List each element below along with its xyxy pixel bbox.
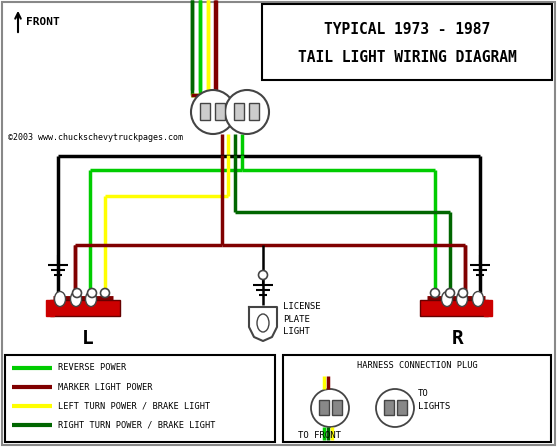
FancyBboxPatch shape: [397, 400, 407, 414]
Text: L: L: [82, 329, 94, 347]
Circle shape: [100, 288, 110, 298]
Ellipse shape: [86, 291, 96, 307]
FancyBboxPatch shape: [50, 300, 120, 316]
Text: RIGHT TURN POWER / BRAKE LIGHT: RIGHT TURN POWER / BRAKE LIGHT: [58, 421, 216, 430]
FancyBboxPatch shape: [214, 102, 224, 119]
Text: ©2003 www.chuckschevytruckpages.com: ©2003 www.chuckschevytruckpages.com: [8, 134, 183, 143]
FancyBboxPatch shape: [420, 300, 488, 316]
FancyBboxPatch shape: [5, 355, 275, 442]
Text: R: R: [452, 329, 464, 347]
Text: TO FRONT: TO FRONT: [298, 431, 341, 440]
Text: HARNESS CONNECTION PLUG: HARNESS CONNECTION PLUG: [356, 362, 477, 371]
Text: LEFT TURN POWER / BRAKE LIGHT: LEFT TURN POWER / BRAKE LIGHT: [58, 401, 210, 410]
FancyBboxPatch shape: [233, 102, 243, 119]
FancyBboxPatch shape: [331, 400, 341, 414]
Text: MARKER LIGHT POWER: MARKER LIGHT POWER: [58, 383, 153, 392]
FancyBboxPatch shape: [248, 102, 258, 119]
Polygon shape: [46, 300, 54, 316]
Circle shape: [87, 288, 96, 298]
Circle shape: [431, 288, 439, 298]
FancyBboxPatch shape: [319, 400, 329, 414]
Text: TYPICAL 1973 - 1987: TYPICAL 1973 - 1987: [324, 22, 490, 38]
FancyBboxPatch shape: [283, 355, 551, 442]
Ellipse shape: [472, 291, 483, 307]
Circle shape: [258, 270, 267, 279]
Circle shape: [72, 288, 81, 298]
Text: TAIL LIGHT WIRING DIAGRAM: TAIL LIGHT WIRING DIAGRAM: [297, 51, 516, 66]
Circle shape: [458, 288, 467, 298]
Ellipse shape: [55, 291, 66, 307]
Text: LICENSE
PLATE
LIGHT: LICENSE PLATE LIGHT: [283, 302, 321, 336]
Ellipse shape: [257, 314, 269, 332]
Circle shape: [311, 389, 349, 427]
Text: FRONT: FRONT: [26, 17, 60, 27]
Text: REVERSE POWER: REVERSE POWER: [58, 363, 126, 372]
Ellipse shape: [457, 291, 467, 307]
FancyBboxPatch shape: [262, 4, 552, 80]
Ellipse shape: [442, 291, 452, 307]
FancyBboxPatch shape: [199, 102, 209, 119]
Circle shape: [446, 288, 455, 298]
FancyBboxPatch shape: [384, 400, 393, 414]
Circle shape: [225, 90, 269, 134]
Circle shape: [191, 90, 235, 134]
Polygon shape: [484, 300, 492, 316]
Text: TO
LIGHTS: TO LIGHTS: [418, 389, 450, 411]
Ellipse shape: [71, 291, 81, 307]
Circle shape: [376, 389, 414, 427]
